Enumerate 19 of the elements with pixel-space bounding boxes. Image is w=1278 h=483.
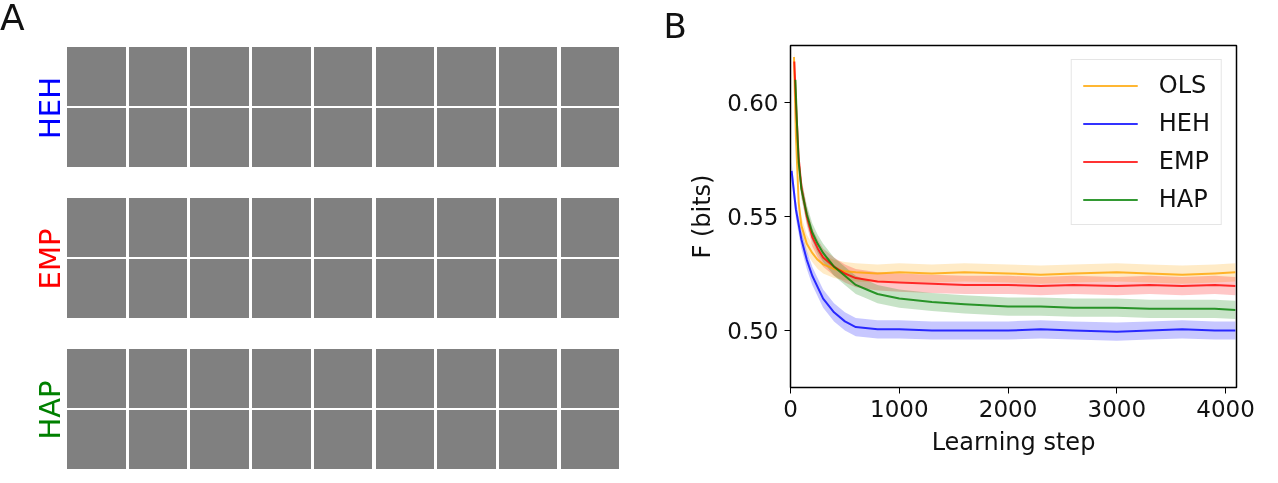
x-tick-label: 3000 <box>1087 395 1147 422</box>
x-tick-label: 2000 <box>978 395 1038 422</box>
y-axis-title: F (bits) <box>688 174 717 259</box>
y-tick-label: 0.55 <box>727 204 779 230</box>
x-tick-label: 1000 <box>870 395 929 422</box>
category-label: EMP <box>33 228 67 290</box>
legend-label: EMP <box>1158 147 1210 175</box>
y-tick-label: 0.60 <box>727 90 779 116</box>
category-label: HAP <box>33 380 67 440</box>
legend-label: HAP <box>1158 185 1208 213</box>
category-label: HEH <box>33 77 67 139</box>
y-tick-label: 0.50 <box>727 318 779 344</box>
x-axis-title: Learning step <box>931 427 1096 456</box>
text: A <box>0 0 25 38</box>
legend-label: HEH <box>1158 109 1210 137</box>
x-tick-label: 4000 <box>1196 395 1255 422</box>
chart-title: B <box>663 5 687 46</box>
legend-label: OLS <box>1158 71 1207 99</box>
x-tick-label: 0 <box>783 395 798 422</box>
